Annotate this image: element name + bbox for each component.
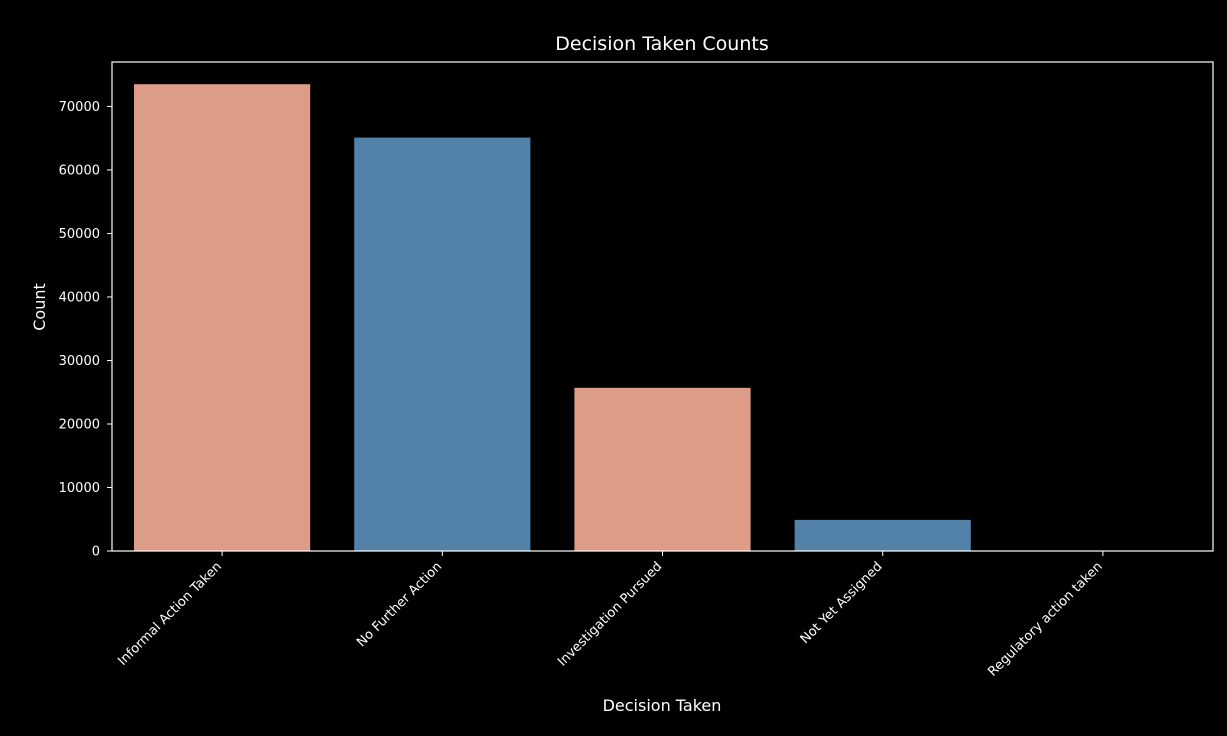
y-tick-label-4: 40000 (59, 290, 100, 305)
bars-group (134, 84, 1191, 551)
y-tick-label-1: 10000 (59, 481, 100, 496)
bar-1 (354, 137, 531, 551)
y-tick-label-7: 70000 (59, 100, 100, 115)
x-tick-label-0: Informal Action Taken (115, 559, 225, 669)
chart-title: Decision Taken Counts (555, 33, 768, 55)
x-tick-label-4: Regulatory action taken (985, 559, 1105, 679)
x-tick-label-1: No Further Action (354, 559, 445, 650)
y-tick-label-3: 30000 (59, 354, 100, 369)
y-axis: 0 10000 20000 30000 40000 50000 60000 70000 (59, 100, 112, 560)
bar-0 (134, 84, 311, 551)
y-tick-label-2: 20000 (59, 417, 100, 432)
y-axis-label: Count (30, 283, 49, 331)
bar-3 (794, 519, 971, 551)
y-tick-label-0: 0 (92, 545, 100, 560)
x-axis-label: Decision Taken (603, 696, 722, 715)
x-tick-label-3: Not Yet Assigned (798, 559, 886, 647)
plot-frame (111, 61, 1214, 552)
x-axis: Informal Action Taken No Further Action In… (115, 551, 1106, 680)
y-tick-label-6: 60000 (59, 163, 100, 178)
x-tick-label-2: Investigation Pursued (555, 559, 665, 669)
y-tick-label-5: 50000 (59, 227, 100, 242)
bar-2 (574, 387, 751, 551)
